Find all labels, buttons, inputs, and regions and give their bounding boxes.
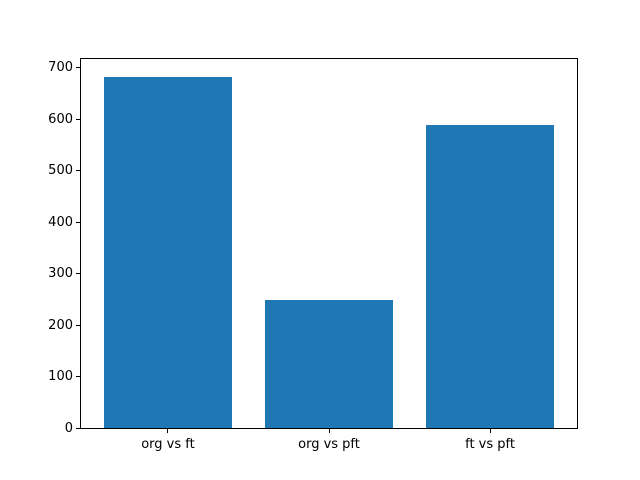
y-axis-tick — [76, 273, 80, 275]
bar-org-vs-pft — [264, 300, 394, 428]
y-axis-tick — [76, 221, 80, 223]
y-axis-tick — [76, 67, 80, 69]
plot-area: 0 100 200 300 400 500 600 700 org vs ft org vs pf… — [48, 58, 578, 452]
x-axis-tick — [167, 429, 169, 433]
y-axis-tick — [76, 324, 80, 326]
y-tick-label: 100 — [48, 369, 73, 385]
y-tick-label: 600 — [48, 111, 73, 127]
x-tick-label: org vs ft — [141, 437, 195, 452]
bar-ft-vs-pft — [425, 124, 555, 428]
x-axis-tick — [489, 429, 491, 433]
x-axis-tick — [328, 429, 330, 433]
y-axis-tick — [76, 376, 80, 378]
bar-org-vs-ft — [103, 76, 233, 428]
y-tick-label: 200 — [48, 317, 73, 333]
y-tick-label: 500 — [48, 163, 73, 179]
x-tick-label: org vs pft — [298, 437, 360, 452]
y-axis-tick — [76, 118, 80, 120]
y-tick-label: 400 — [48, 214, 73, 230]
x-tick-label: ft vs pft — [465, 437, 515, 452]
y-axis-tick — [76, 427, 80, 429]
y-axis-tick — [76, 170, 80, 172]
y-tick-label: 0 — [64, 420, 73, 436]
y-tick-label: 300 — [48, 266, 73, 282]
y-tick-label: 700 — [48, 60, 73, 76]
